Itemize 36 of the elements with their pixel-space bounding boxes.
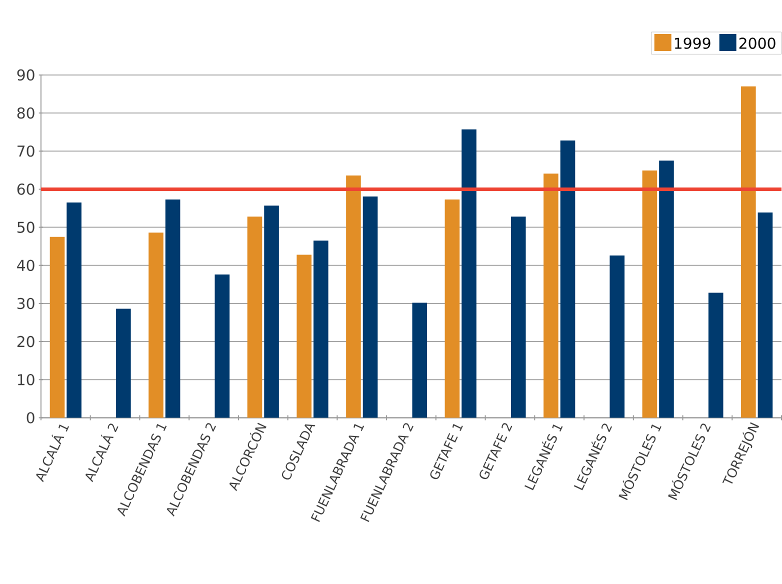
y-tick-label: 0 (26, 412, 34, 424)
bar (346, 176, 361, 418)
bar (296, 254, 312, 418)
bar (116, 308, 131, 418)
y-tick-label: 20 (17, 336, 34, 348)
bar (741, 86, 756, 418)
bar (264, 206, 279, 418)
bar (462, 130, 476, 418)
y-tick-label: 90 (17, 69, 34, 81)
y-tick-label: 40 (17, 260, 34, 272)
bar (758, 212, 773, 418)
y-tick-label: 80 (17, 108, 34, 119)
bar (642, 170, 658, 418)
bar (610, 256, 625, 418)
bar (362, 196, 378, 418)
bar (148, 232, 164, 418)
bar (659, 160, 674, 418)
y-tick-label: 10 (18, 374, 34, 386)
bar (247, 216, 262, 418)
bar (544, 174, 558, 418)
y-tick-label: 70 (18, 146, 34, 157)
bar (510, 216, 526, 418)
bar (50, 237, 65, 418)
y-tick-label: 60 (17, 184, 34, 196)
bar (214, 274, 230, 418)
bar (314, 240, 328, 418)
bar (165, 200, 180, 418)
legend-label: 2000 (739, 38, 776, 50)
bar (708, 292, 724, 418)
y-tick-label: 50 (17, 222, 34, 234)
bar (412, 302, 428, 418)
y-tick-label: 30 (17, 298, 34, 310)
bar (560, 140, 576, 418)
legend-label: 1999 (674, 38, 710, 50)
bar (444, 200, 460, 418)
bar (66, 202, 82, 418)
